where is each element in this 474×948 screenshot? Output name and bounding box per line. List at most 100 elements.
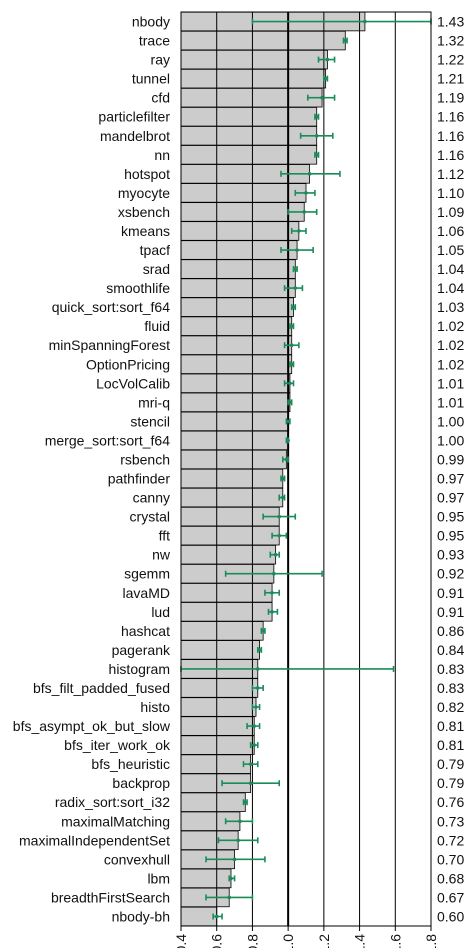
value-label: 1.05	[437, 242, 464, 258]
bar	[180, 449, 287, 470]
error-bar	[212, 913, 223, 920]
bar	[180, 716, 255, 736]
value-label: 0.95	[437, 528, 464, 544]
value-labels: 1.43 1.32 1.22 1.21 1.19 1.16 1.16 1.16 1.12 1.10…	[437, 14, 464, 925]
bar	[180, 621, 264, 641]
error-bar	[246, 723, 261, 730]
category-label: sgemm	[124, 566, 170, 582]
error-bar	[280, 247, 314, 254]
error-bar	[314, 151, 320, 158]
value-label: 0.86	[437, 623, 464, 639]
value-label: 0.82	[437, 699, 464, 715]
bar	[180, 487, 284, 508]
value-label: 1.21	[437, 71, 464, 87]
x-tick-label: 0.4	[173, 934, 189, 948]
value-label: 1.16	[437, 128, 464, 144]
category-label: srad	[143, 261, 170, 277]
error-bar	[271, 532, 288, 539]
error-bar	[267, 608, 279, 615]
category-label: smoothlife	[106, 280, 170, 296]
x-tick-label: 1.8	[423, 934, 439, 948]
bar	[180, 373, 291, 394]
x-tick-label: 1.4	[352, 934, 368, 948]
value-label: 1.00	[437, 432, 464, 448]
value-label: 0.83	[437, 661, 464, 677]
category-label: OptionPricing	[86, 356, 170, 372]
category-label: mandelbrot	[100, 128, 170, 144]
bar	[180, 583, 273, 603]
error-bar	[280, 475, 286, 482]
category-label: bfs_asympt_ok_but_slow	[13, 718, 171, 734]
category-label: rsbench	[120, 451, 170, 467]
category-label: quick_sort:sort_f64	[52, 299, 170, 315]
error-bar	[278, 494, 286, 501]
error-bar	[283, 342, 300, 349]
error-bar	[314, 113, 320, 120]
bar	[180, 678, 259, 698]
x-tick-label: 0.8	[244, 934, 260, 948]
bar	[180, 754, 252, 774]
category-label: mri-q	[138, 394, 170, 410]
value-label: 0.81	[437, 718, 464, 734]
category-label: stencil	[130, 413, 170, 429]
value-label: 0.91	[437, 585, 464, 601]
error-bar	[269, 551, 281, 558]
category-label: kmeans	[121, 223, 170, 239]
value-label: 1.06	[437, 223, 464, 239]
category-label: lud	[151, 604, 170, 620]
value-label: 0.79	[437, 756, 464, 772]
category-label: histogram	[109, 661, 170, 677]
value-label: 0.91	[437, 604, 464, 620]
value-label: 1.22	[437, 52, 464, 68]
bar	[180, 316, 293, 336]
error-bars-layer	[180, 18, 432, 920]
value-label: 0.70	[437, 851, 464, 867]
value-label: 1.19	[437, 90, 464, 106]
error-bar	[283, 380, 295, 387]
error-bar	[294, 189, 316, 196]
category-label: breadthFirstSearch	[51, 889, 170, 905]
error-bar	[292, 266, 298, 273]
value-label: 1.16	[437, 109, 464, 125]
bar	[180, 430, 289, 451]
category-label: ray	[151, 52, 170, 68]
value-label: 1.10	[437, 185, 464, 201]
category-label: xsbench	[118, 204, 170, 220]
category-label: fft	[159, 528, 171, 544]
x-axis-ticks: 0.4 0.6 0.8 1.0 1.2 1.4 1.6 1.8	[173, 926, 439, 948]
error-bar	[289, 323, 295, 330]
value-label: 0.93	[437, 547, 464, 563]
bar	[180, 87, 323, 108]
bar	[180, 297, 294, 317]
error-bar	[287, 399, 293, 406]
value-label: 1.43	[437, 14, 464, 30]
error-bar	[242, 799, 248, 806]
category-label: bfs_iter_work_ok	[64, 737, 171, 753]
error-bar	[224, 818, 254, 825]
error-bar	[280, 170, 341, 177]
category-label: pagerank	[112, 642, 171, 658]
bars-layer	[180, 11, 366, 927]
value-label: 0.84	[437, 642, 464, 658]
category-label: nbody-bh	[112, 908, 170, 924]
bar	[180, 30, 346, 51]
category-label: nw	[152, 547, 171, 563]
category-label: merge_sort:sort_f64	[45, 432, 170, 448]
value-label: 0.92	[437, 566, 464, 582]
error-bar	[224, 570, 323, 577]
value-label: 0.95	[437, 509, 464, 525]
value-label: 1.02	[437, 356, 464, 372]
x-tick-label: 1.6	[387, 934, 403, 948]
value-label: 0.83	[437, 680, 464, 696]
plot-frame	[180, 11, 432, 927]
error-bar	[317, 56, 336, 63]
category-label: cfd	[151, 90, 170, 106]
category-label: lbm	[147, 870, 170, 886]
bar	[180, 792, 246, 812]
category-label: canny	[133, 490, 170, 506]
error-bar	[290, 304, 297, 311]
bar	[180, 868, 232, 889]
value-label: 0.68	[437, 870, 464, 886]
value-label: 0.73	[437, 813, 464, 829]
error-bar	[290, 227, 307, 234]
